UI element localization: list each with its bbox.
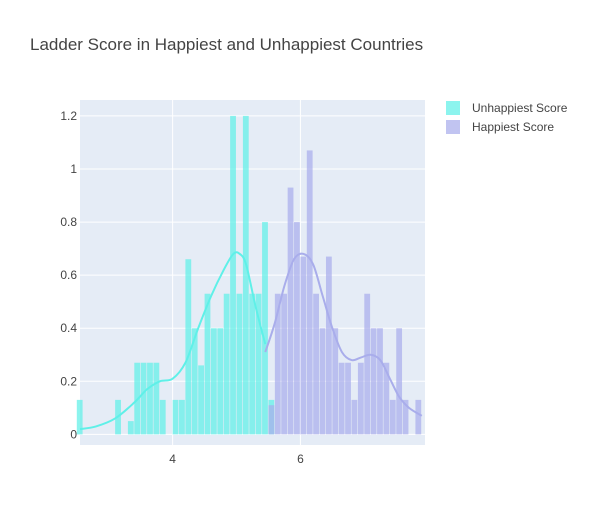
density-curves [79,251,423,431]
legend[interactable]: Unhappiest Score Happiest Score [446,101,568,134]
y-tick-label: 1 [70,162,77,176]
histogram-bar [76,399,83,435]
histogram-bar [185,259,192,435]
histogram-bar [217,328,224,435]
y-tick-label: 0.4 [60,321,77,335]
histogram-bar [287,187,294,435]
histogram-bar [281,293,288,435]
histogram-bar [383,362,390,435]
x-tick-label: 6 [297,452,304,466]
histogram-bar [179,399,185,435]
histogram-bar [294,222,300,435]
histogram-bar [325,256,332,435]
histogram-bar [402,399,409,435]
histogram-bar [210,328,217,435]
chart-title: Ladder Score in Happiest and Unhappiest … [30,35,423,54]
histogram-bar [415,399,422,435]
histogram-bar [230,115,236,435]
histogram-bar [262,222,268,435]
histogram-bar [338,362,345,435]
histogram-bar [370,328,377,435]
histogram-bar [300,256,307,435]
y-tick-label: 0.8 [60,215,77,229]
legend-label: Unhappiest Score [472,101,568,115]
histogram-bar [204,293,211,435]
y-tick-label: 1.2 [60,109,77,123]
histogram-bar [127,421,134,435]
x-tick-label: 4 [169,452,176,466]
histogram-bar [357,362,364,435]
histogram-bar [191,328,198,435]
histogram-bar [198,365,204,435]
histogram-bar [140,362,147,435]
histogram-bar [364,293,371,435]
histogram-bar [153,362,160,435]
y-axis: 0 0.2 0.4 0.6 0.8 1 1.2 [60,109,77,441]
kde-curve [79,251,267,431]
legend-swatch [446,101,460,115]
y-tick-label: 0 [70,427,77,441]
histogram-bar [172,399,179,435]
histogram-bar [389,399,396,435]
legend-label: Happiest Score [472,120,554,134]
y-tick-label: 0.2 [60,374,77,388]
histogram-bar [332,328,339,435]
histogram-bar [242,115,249,435]
kde-curve [264,252,423,417]
histogram-bar [319,328,326,435]
histogram-bar [306,150,313,435]
histogram-bar [236,293,243,435]
histogram-bar [377,328,383,435]
histogram-bar [313,293,319,435]
histogram-bar [351,399,358,435]
histogram-bar [159,399,166,435]
y-tick-label: 0.6 [60,268,77,282]
histogram-bar [396,328,403,435]
histogram-bar [345,362,351,435]
histogram-bar [274,293,281,435]
histogram-bar [249,293,256,435]
histogram-bar [268,405,275,435]
histogram-bar [147,362,153,435]
histogram-bar [223,293,230,435]
histogram-bar [255,293,262,435]
legend-swatch [446,120,460,134]
